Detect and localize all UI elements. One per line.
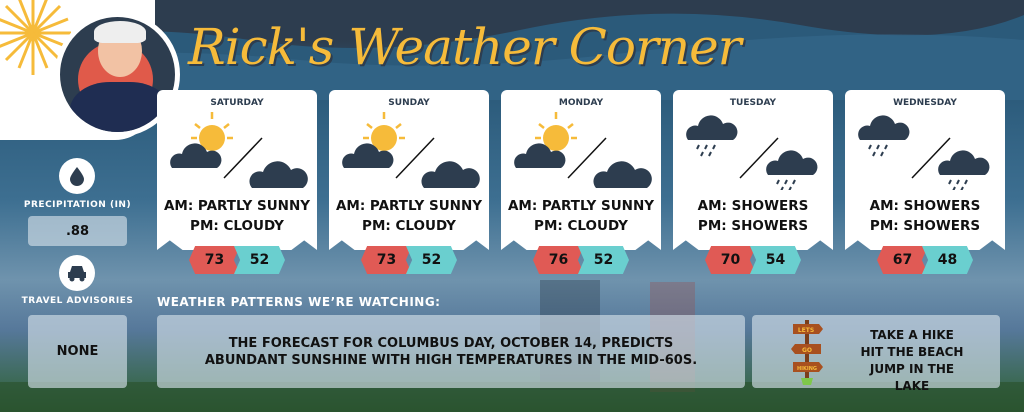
weather-icon (514, 112, 652, 188)
high-temp: 73 (361, 246, 412, 274)
day-name: MONDAY (558, 98, 604, 108)
low-temp: 52 (406, 246, 457, 274)
forecast-card: TUESDAY AM: SHOWERS PM: SHOWERS (673, 90, 833, 250)
activity-item: HIT THE BEACH (860, 345, 964, 359)
forecast-card: SATURDAY AM: PARTLY SUNNY PM: CLOUDY (157, 90, 317, 250)
am-condition: AM: PARTLY SUNNY (335, 198, 483, 214)
weather-icon (170, 112, 308, 188)
low-temp: 52 (578, 246, 629, 274)
weather-icon (686, 115, 818, 190)
temperature-badge: 73 52 (361, 246, 457, 274)
page-title: Rick's Weather Corner (188, 18, 742, 76)
pm-condition: PM: CLOUDY (362, 218, 456, 234)
precipitation-label: PRECIPITATION (IN) (23, 200, 132, 210)
day-name: WEDNESDAY (893, 98, 957, 108)
pm-condition: PM: SHOWERS (697, 218, 809, 234)
high-temp: 73 (189, 246, 240, 274)
day-name: SATURDAY (210, 98, 264, 108)
background-waves (0, 13, 1024, 100)
sign-text: GO (802, 347, 812, 354)
am-condition: AM: SHOWERS (869, 198, 981, 214)
sign-text: LETS (798, 327, 814, 334)
temperature-badge: 67 48 (877, 246, 973, 274)
forecast-card: SUNDAY AM: PARTLY SUNNY PM: CLOUDY (329, 90, 489, 250)
activity-item: JUMP IN THE LAKE (869, 362, 955, 393)
travel-advisories-value: NONE (28, 315, 127, 388)
temperature-badge: 76 52 (533, 246, 629, 274)
am-condition: AM: SHOWERS (697, 198, 809, 214)
high-temp: 76 (533, 246, 584, 274)
am-condition: AM: PARTLY SUNNY (163, 198, 311, 214)
pm-condition: PM: CLOUDY (190, 218, 284, 234)
weather-patterns-heading: WEATHER PATTERNS WE’RE WATCHING: (157, 295, 441, 309)
sign-text: HIKING (797, 366, 817, 372)
temperature-badge: 73 52 (189, 246, 285, 274)
temperature-badge: 70 54 (705, 246, 801, 274)
pm-condition: PM: CLOUDY (534, 218, 628, 234)
low-temp: 54 (750, 246, 801, 274)
precipitation-icon (59, 158, 95, 194)
travel-advisories-label: TRAVEL ADVISORIES (21, 296, 134, 306)
weather-patterns-line: ABUNDANT SUNSHINE WITH HIGH TEMPERATURES… (204, 352, 698, 368)
am-condition: AM: PARTLY SUNNY (507, 198, 655, 214)
weather-icon (858, 115, 990, 190)
forecast-card: MONDAY AM: PARTLY SUNNY PM: CLOUDY (501, 90, 661, 250)
pm-condition: PM: SHOWERS (869, 218, 981, 234)
weather-icon (342, 112, 480, 188)
activities-box: LETS GO HIKING TAKE A HIKE HIT THE BEACH… (752, 315, 1000, 393)
car-icon (59, 255, 95, 291)
high-temp: 67 (877, 246, 928, 274)
precipitation-value: .88 (28, 216, 127, 246)
day-name: TUESDAY (729, 98, 777, 108)
forecast-card: WEDNESDAY AM: SHOWERS PM: SHOWERS (845, 90, 1005, 250)
weather-patterns-text: THE FORECAST FOR COLUMBUS DAY, OCTOBER 1… (157, 315, 745, 388)
weather-patterns-line: THE FORECAST FOR COLUMBUS DAY, OCTOBER 1… (228, 335, 674, 351)
activity-item: TAKE A HIKE (870, 328, 954, 342)
hiking-signpost-icon: LETS GO HIKING (791, 320, 823, 385)
day-name: SUNDAY (388, 98, 430, 108)
low-temp: 48 (922, 246, 973, 274)
high-temp: 70 (705, 246, 756, 274)
low-temp: 52 (234, 246, 285, 274)
